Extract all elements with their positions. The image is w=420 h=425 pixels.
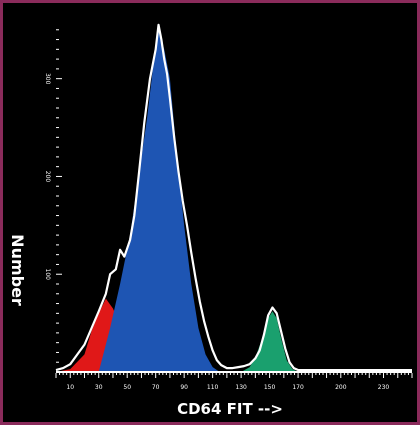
x-tick-label: 30 <box>95 384 103 391</box>
x-axis-ticks: 10 30 50 70 90 110 130 150 170 200 230 <box>55 373 413 391</box>
y-axis-title: Number <box>8 234 27 306</box>
y-tick-label: 100 <box>44 268 51 280</box>
y-axis-ticks: 100 200 300 <box>44 29 62 373</box>
x-axis-title: CD64 FIT --> <box>177 400 283 418</box>
series-layer <box>55 23 412 373</box>
x-tick-label: 90 <box>180 384 188 391</box>
x-tick-label: 230 <box>378 384 390 391</box>
y-tick-label: 300 <box>44 73 51 85</box>
histogram-outline <box>55 23 412 372</box>
series-area-2 <box>241 311 299 372</box>
x-tick-label: 130 <box>235 384 247 391</box>
x-tick-label: 50 <box>123 384 131 391</box>
x-tick-label: 170 <box>292 384 304 391</box>
x-tick-label: 10 <box>66 384 74 391</box>
x-tick-label: 150 <box>264 384 276 391</box>
series-area-1 <box>98 29 220 373</box>
x-tick-label: 200 <box>335 384 347 391</box>
y-tick-label: 200 <box>44 171 51 183</box>
x-tick-label: 110 <box>207 384 219 391</box>
x-tick-label: 70 <box>152 384 160 391</box>
